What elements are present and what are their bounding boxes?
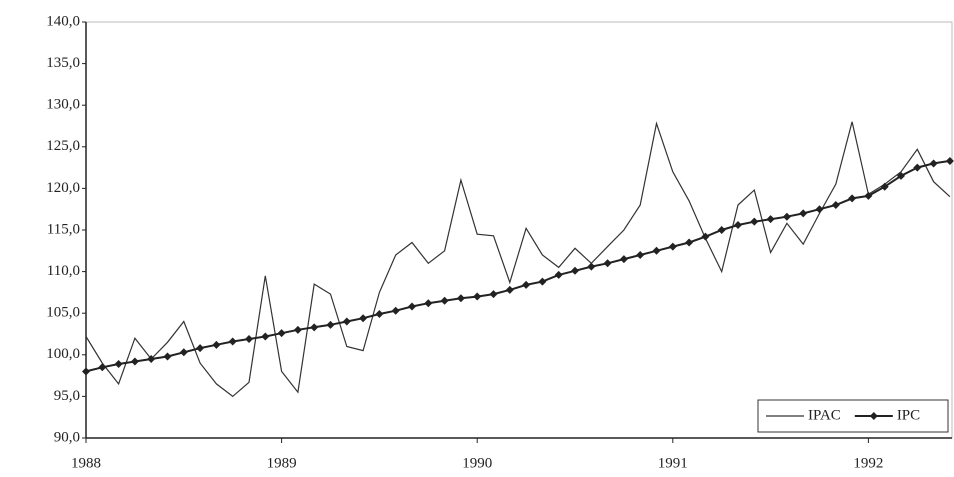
x-tick-label: 1992 [853,455,883,471]
marker [897,171,905,180]
x-tick-label: 1989 [267,455,297,471]
marker [98,363,107,372]
marker [163,352,172,361]
marker [228,337,237,346]
marker [179,348,188,357]
y-tick-label: 105,0 [46,305,80,321]
marker [603,259,612,268]
marker [456,294,465,303]
marker [293,325,302,334]
legend-label: IPC [897,407,920,423]
marker [473,292,482,301]
marker [782,212,791,221]
marker [326,320,335,329]
marker [408,302,416,311]
marker [636,250,645,259]
marker [212,340,221,349]
marker [913,163,922,172]
marker [701,232,710,241]
legend: IPAC IPC [757,399,949,433]
marker [375,310,384,319]
y-tick-label: 140,0 [46,13,80,29]
marker [571,266,579,275]
marker [342,317,351,326]
marker [554,270,563,279]
x-tick-label: 1991 [658,455,688,471]
y-tick-label: 95,0 [54,388,80,404]
y-tick-label: 115,0 [47,221,80,237]
marker [587,262,596,271]
marker [130,357,139,366]
y-tick-label: 130,0 [46,97,80,113]
x-tick-label: 1990 [462,455,492,471]
y-tick-label: 90,0 [54,429,80,445]
marker [310,323,319,332]
marker [864,191,873,200]
marker [734,221,742,230]
marker [668,242,677,251]
marker [815,205,824,214]
marker [799,209,808,218]
marker [619,255,628,264]
series-line [85,159,951,373]
marker [489,290,498,299]
plot-frame [85,21,953,439]
marker [505,285,514,294]
marker [766,215,775,224]
marker [424,299,433,308]
x-tick-label: 1988 [71,455,101,471]
marker [245,334,253,343]
marker [147,354,156,363]
marker [945,156,954,165]
marker [277,329,286,338]
marker [196,344,205,353]
legend-label: IPAC [808,407,841,423]
y-tick-label: 135,0 [46,55,80,71]
marker [261,332,270,341]
marker [114,359,123,368]
marker [880,182,889,191]
marker [538,277,547,286]
marker [391,306,400,315]
marker [82,367,90,376]
y-tick-label: 120,0 [46,180,80,196]
marker [522,280,531,289]
y-tick-label: 110,0 [47,263,80,279]
marker [359,314,368,323]
marker [717,226,726,234]
marker [831,201,840,210]
marker [440,296,449,305]
marker [848,194,857,203]
legend-marker [869,412,878,420]
marker [750,217,759,226]
y-tick-label: 125,0 [46,138,80,154]
marker [652,246,661,255]
marker [929,159,938,168]
y-tick-label: 100,0 [46,346,80,362]
marker [685,238,694,247]
series-line [85,121,951,398]
